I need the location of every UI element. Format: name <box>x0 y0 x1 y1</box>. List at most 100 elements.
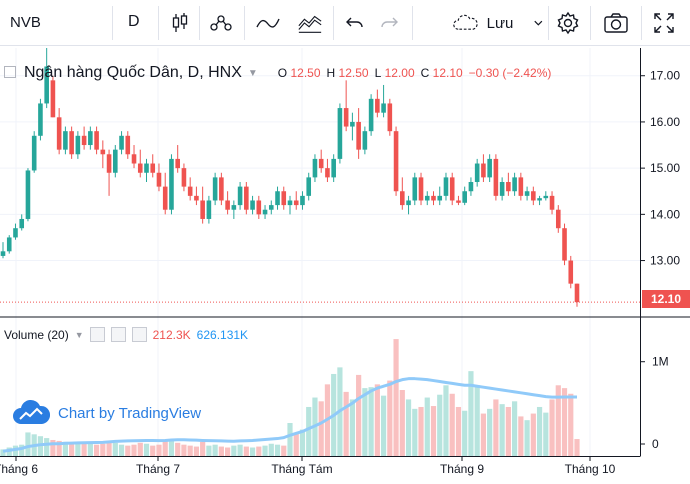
volume-bar <box>187 445 193 456</box>
candle-body <box>19 218 25 229</box>
volume-bar <box>543 412 549 456</box>
price-chart[interactable]: 17.00 16.00 15.00 14.00 13.00 1M 0 Tháng 6 Tháng… <box>0 47 690 484</box>
chevron-down-icon[interactable]: ▼ <box>247 67 258 79</box>
candle-body <box>119 135 124 150</box>
volume-bar <box>368 387 374 456</box>
candle-body <box>387 103 393 132</box>
volume-bar <box>462 410 468 456</box>
volume-bar <box>200 441 206 456</box>
redo-icon[interactable] <box>376 10 402 36</box>
volume-bar <box>418 406 424 456</box>
candle-body <box>487 158 492 178</box>
volume-bar <box>493 399 499 456</box>
candle-body <box>75 135 81 155</box>
toolbar-divider <box>641 6 642 40</box>
visibility-icon[interactable] <box>89 327 105 342</box>
candle-body <box>549 195 555 210</box>
volume-bar <box>349 399 355 456</box>
volume-bar <box>293 433 299 456</box>
candle-body <box>169 158 174 210</box>
indicators-icon[interactable] <box>208 10 234 36</box>
candle-body <box>381 103 386 113</box>
volume-bar <box>561 388 568 456</box>
volume-bar <box>81 443 87 456</box>
symbol-search[interactable]: NVB <box>10 14 41 31</box>
collapse-icon[interactable] <box>4 66 16 78</box>
top-toolbar: NVB D Lưu <box>0 0 690 46</box>
fullscreen-icon[interactable] <box>651 10 677 36</box>
candle-body <box>237 186 243 206</box>
compare-icon[interactable] <box>297 10 323 36</box>
volume-bar <box>443 385 449 456</box>
time-tick-label: Tháng 9 <box>440 462 484 476</box>
tradingview-watermark[interactable]: Chart by TradingView <box>12 398 201 428</box>
save-label: Lưu <box>486 14 514 32</box>
volume-bar <box>262 445 268 456</box>
volume-bar <box>150 445 156 456</box>
candle-body <box>150 163 156 173</box>
toolbar-divider <box>158 6 159 40</box>
save-button[interactable]: Lưu <box>452 10 544 36</box>
candle-body <box>481 163 486 178</box>
candle-body <box>318 158 324 169</box>
volume-bar <box>549 399 555 456</box>
candle-body <box>300 195 305 206</box>
volume-bar <box>237 444 243 456</box>
candle-body <box>337 108 343 159</box>
undo-icon[interactable] <box>342 10 368 36</box>
candle-body <box>393 131 399 192</box>
candle-body <box>13 228 18 238</box>
candle-body <box>44 66 49 104</box>
settings-icon[interactable] <box>555 10 581 36</box>
toolbar-divider <box>199 6 200 40</box>
candle-body <box>462 191 467 203</box>
candle-body <box>456 200 461 203</box>
candle-body <box>219 177 224 201</box>
close-icon[interactable] <box>131 327 147 342</box>
volume-bar <box>212 444 218 456</box>
camera-icon[interactable] <box>603 10 629 36</box>
volume-bar <box>25 432 31 456</box>
volume-bar <box>430 406 437 456</box>
volume-bar <box>524 420 530 456</box>
candle-body <box>474 163 480 182</box>
candle-body <box>94 131 99 150</box>
interval-button[interactable]: D <box>128 13 140 30</box>
volume-bar <box>505 406 511 456</box>
volume-bar <box>137 442 143 456</box>
volume-bar <box>555 385 561 456</box>
candle-body <box>181 168 187 187</box>
candle-body <box>468 182 474 192</box>
volume-bar <box>118 444 125 456</box>
settings-icon[interactable] <box>110 327 126 342</box>
cloud-icon <box>453 14 478 30</box>
candle-body <box>56 117 62 150</box>
low-label: L <box>374 66 382 80</box>
candle-body <box>449 177 455 201</box>
volume-bar <box>75 443 81 456</box>
volume-ma-value: 626.131K <box>196 327 249 342</box>
volume-bar <box>487 408 493 456</box>
candle-body <box>406 200 411 206</box>
candle-body <box>306 177 312 196</box>
volume-bar <box>62 441 68 456</box>
candles-icon[interactable] <box>167 10 193 36</box>
volume-bar <box>274 444 281 456</box>
candle-body <box>287 200 293 206</box>
candle-body <box>531 191 536 201</box>
candle-body <box>0 251 6 256</box>
candle-body <box>350 121 355 127</box>
candle-body <box>518 177 524 196</box>
candle-body <box>493 158 499 196</box>
time-tick-label: Tháng 7 <box>136 462 180 476</box>
line-drawing-icon[interactable] <box>255 10 281 36</box>
series-title: Ngân hàng Quốc Dân, D, HNX <box>24 64 242 81</box>
candle-body <box>400 191 405 206</box>
candle-body <box>555 209 561 229</box>
volume-bar <box>162 440 168 456</box>
candle-body <box>325 168 330 178</box>
volume-bar <box>131 444 137 456</box>
candle-body <box>88 131 93 146</box>
chevron-down-icon[interactable]: ▼ <box>74 329 84 340</box>
candle-body <box>100 149 106 155</box>
